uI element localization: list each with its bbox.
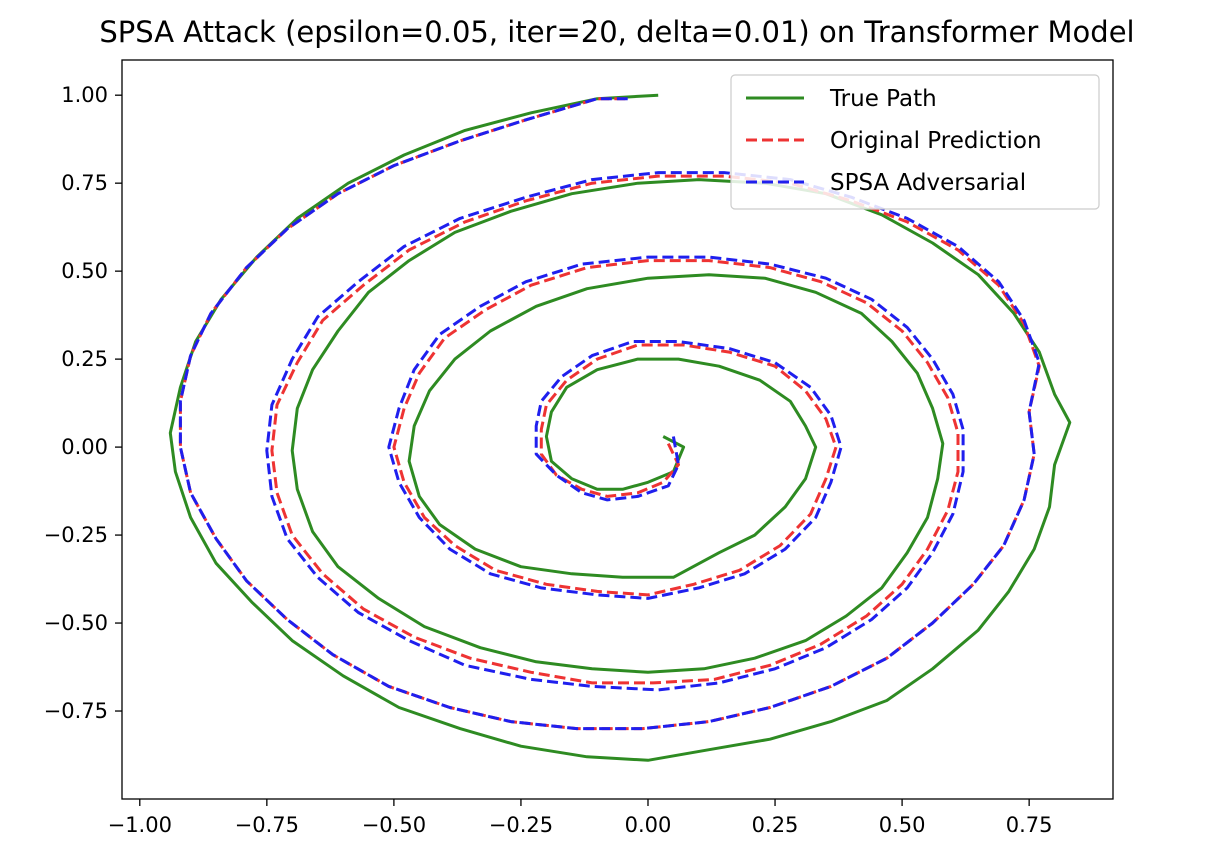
y-tick-label: −0.25 — [44, 523, 108, 547]
x-axis: −1.00 −0.75 −0.50 −0.25 0.00 0.25 0.50 0.75 — [108, 799, 1053, 837]
y-tick-label: −0.50 — [44, 611, 108, 635]
y-axis: 1.00 0.75 0.50 0.25 0.00 −0.25 −0.50 −0.75 — [44, 83, 122, 723]
legend-label-spsa-adversarial: SPSA Adversarial — [830, 170, 1026, 196]
y-tick-label: 0.00 — [61, 435, 108, 459]
x-tick-label: 0.75 — [1006, 813, 1053, 837]
x-tick-label: −0.50 — [362, 813, 426, 837]
x-tick-label: 0.25 — [752, 813, 799, 837]
y-tick-label: 0.50 — [61, 259, 108, 283]
x-tick-label: −0.75 — [235, 813, 299, 837]
series-layer — [168, 93, 1072, 762]
series-line-true-path — [168, 93, 1072, 762]
y-tick-label: 0.25 — [61, 347, 108, 371]
legend-label-true-path: True Path — [829, 86, 937, 112]
legend: True Path Original Prediction SPSA Adversa… — [730, 74, 1100, 210]
legend-label-original-prediction: Original Prediction — [830, 128, 1042, 154]
series-line-original-prediction — [178, 97, 1041, 731]
x-tick-label: −1.00 — [108, 813, 172, 837]
y-tick-label: 0.75 — [61, 171, 108, 195]
y-tick-label: 1.00 — [61, 83, 108, 107]
x-tick-label: −0.25 — [489, 813, 553, 837]
legend-box — [730, 74, 1100, 210]
y-tick-label: −0.75 — [44, 699, 108, 723]
x-tick-label: 0.00 — [625, 813, 672, 837]
plot-frame — [121, 59, 1114, 800]
x-tick-label: 0.50 — [879, 813, 926, 837]
chart-title: SPSA Attack (epsilon=0.05, iter=20, delt… — [99, 15, 1134, 49]
